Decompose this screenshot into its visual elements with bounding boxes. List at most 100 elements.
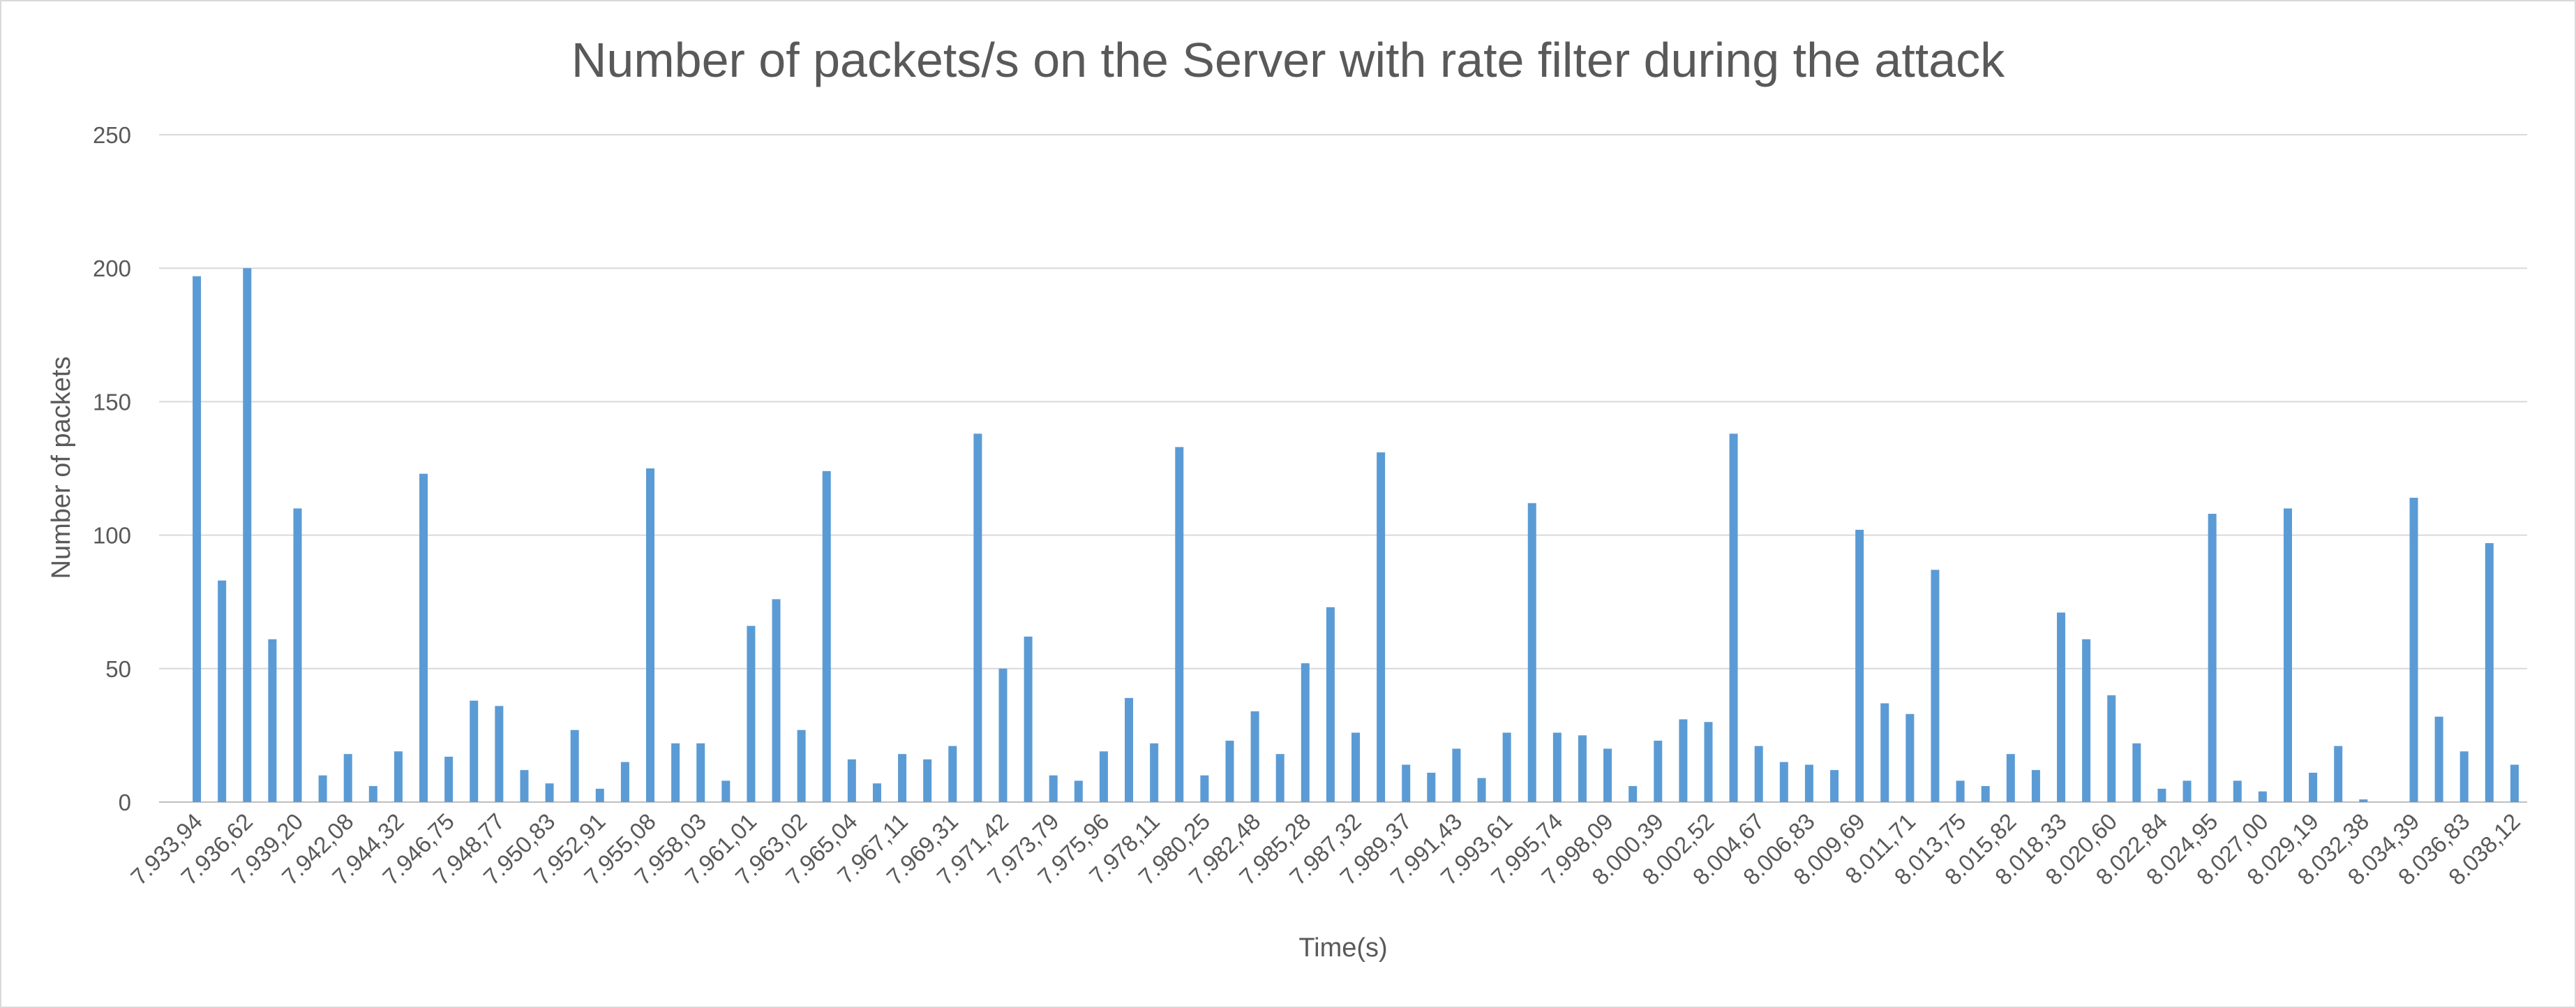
bar [2283,508,2292,802]
y-tick-label: 150 [93,389,131,415]
bar [1981,786,1990,802]
bar [2459,751,2469,802]
y-tick-label: 200 [93,255,131,281]
bar [470,700,479,802]
bar [1804,764,1813,802]
bar [243,268,252,802]
bar [1024,636,1033,802]
bar [2434,716,2443,802]
bar [772,599,781,802]
chart-title: Number of packets/s on the Server with r… [571,33,2005,87]
bar [570,729,579,802]
bar [645,468,654,802]
bar [2309,772,2318,802]
bar [419,473,428,802]
bar [2485,543,2494,802]
bar [872,783,881,802]
y-tick-label: 0 [119,790,131,815]
bar [721,780,731,802]
bar [1074,780,1083,802]
bar [1225,741,1234,802]
bar [545,783,554,802]
bar [1099,751,1108,802]
bar [2057,612,2066,802]
bar [847,759,856,802]
bar [1402,764,1411,802]
bar [1125,697,1134,802]
bar [2233,780,2242,802]
bar [973,433,982,802]
bar [898,754,907,802]
bar [998,668,1008,802]
bar [1754,746,1763,802]
bar [1049,775,1058,802]
bar [1628,786,1638,802]
x-axis-label: Time(s) [1298,933,1387,963]
y-tick-label: 100 [93,523,131,549]
bar [948,746,957,802]
bar [268,639,277,802]
bar [923,759,932,802]
bar [2258,791,2267,802]
bar [671,743,680,802]
bar [394,751,403,802]
bar [1250,711,1259,802]
bar [1578,735,1587,802]
bar [1427,772,1436,802]
bar [1855,529,1864,802]
bar [2031,770,2040,802]
bar [1679,719,1688,802]
bar [1175,447,1184,802]
bar [1301,663,1310,802]
bar [2006,754,2015,802]
bar [1956,780,1965,802]
bar [2510,764,2519,802]
bar [1704,722,1713,802]
bar [1729,433,1738,802]
y-tick-label: 250 [93,122,131,148]
bar [495,706,504,802]
bar [2359,799,2368,802]
bar [2107,695,2116,802]
bar [1200,775,1209,802]
bar [218,580,227,802]
bar [520,770,529,802]
bar [2132,743,2141,802]
bar [595,788,604,802]
bar [1527,503,1536,802]
bar [797,729,806,802]
bar [293,508,302,802]
bar [1326,607,1335,802]
bar [747,625,756,802]
bar [1150,743,1159,802]
bar [1351,732,1360,802]
bar [822,470,831,802]
bar [2409,498,2418,802]
bar [1830,770,1839,802]
bar [1377,452,1386,802]
bar [2208,514,2217,802]
bar [1779,762,1788,802]
bar [1477,778,1486,802]
bar [343,754,352,802]
bar [1603,748,1612,802]
y-tick-label: 50 [105,656,131,682]
bar [193,276,202,802]
bar [1275,754,1285,802]
bar [620,762,629,802]
bar [2082,639,2091,802]
bar [2157,788,2166,802]
bar [1452,748,1461,802]
bar [696,743,705,802]
bar [1931,570,1940,802]
bar [2334,746,2343,802]
bar [368,786,377,802]
bar [1552,732,1562,802]
bar [318,775,327,802]
bar [1880,703,1889,802]
bar [2182,780,2192,802]
bar [1502,732,1511,802]
y-axis-label: Number of packets [47,357,76,579]
